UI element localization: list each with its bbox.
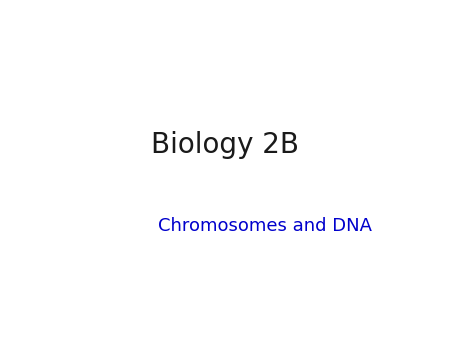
Text: Chromosomes and DNA: Chromosomes and DNA	[158, 217, 372, 236]
Text: Biology 2B: Biology 2B	[151, 131, 299, 159]
